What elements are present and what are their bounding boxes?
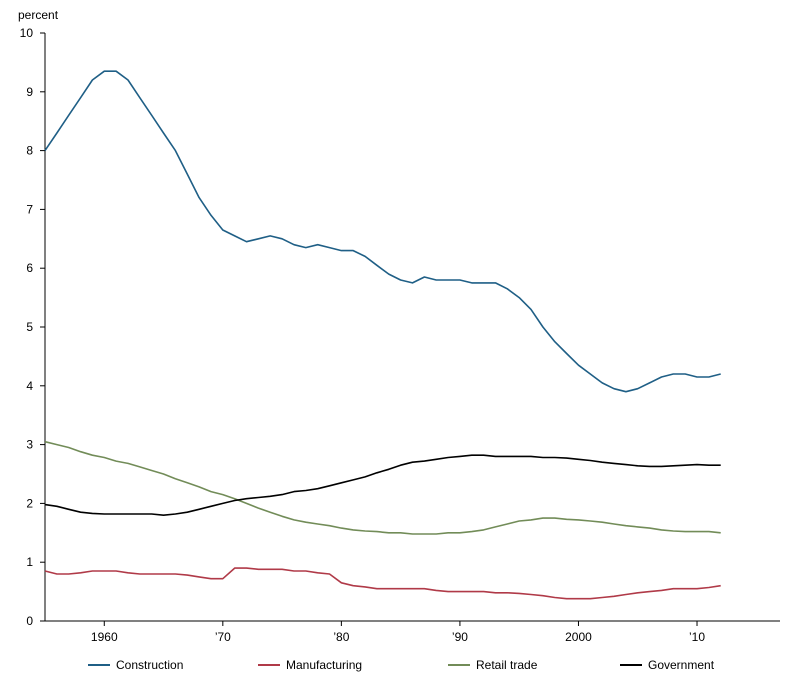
y-tick-label: 7 [26, 202, 33, 216]
y-axis-label: percent [18, 8, 59, 22]
y-tick-label: 3 [26, 438, 33, 452]
x-tick-label: 1960 [91, 630, 118, 644]
series-line-construction [44, 70, 721, 393]
y-tick-label: 6 [26, 261, 33, 275]
y-tick-label: 5 [26, 320, 33, 334]
y-tick-label: 0 [26, 614, 33, 628]
series-line-manufacturing [44, 567, 721, 600]
y-tick-label: 4 [26, 379, 33, 393]
x-tick-label: ’10 [689, 630, 705, 644]
x-tick-label: ’70 [215, 630, 231, 644]
legend-label: Government [648, 658, 715, 672]
y-tick-label: 8 [26, 144, 33, 158]
legend-label: Retail trade [476, 658, 538, 672]
y-ticks: 0 1 2 3 4 5 6 7 8 9 10 [20, 26, 45, 628]
legend: Construction Manufacturing Retail trade Gov… [88, 658, 715, 672]
x-tick-label: ’80 [333, 630, 349, 644]
x-ticks: 1960 ’70 ’80 ’90 2000 ’10 [91, 621, 705, 644]
y-tick-label: 1 [26, 555, 33, 569]
x-tick-label: 2000 [565, 630, 592, 644]
y-tick-label: 2 [26, 496, 33, 510]
legend-label: Manufacturing [286, 658, 362, 672]
series-lines [44, 70, 721, 600]
y-tick-label: 9 [26, 85, 33, 99]
series-line-retail-trade [44, 440, 721, 535]
x-tick-label: ’90 [452, 630, 468, 644]
series-line-government [44, 454, 721, 516]
y-tick-label: 10 [20, 26, 34, 40]
legend-label: Construction [116, 658, 183, 672]
